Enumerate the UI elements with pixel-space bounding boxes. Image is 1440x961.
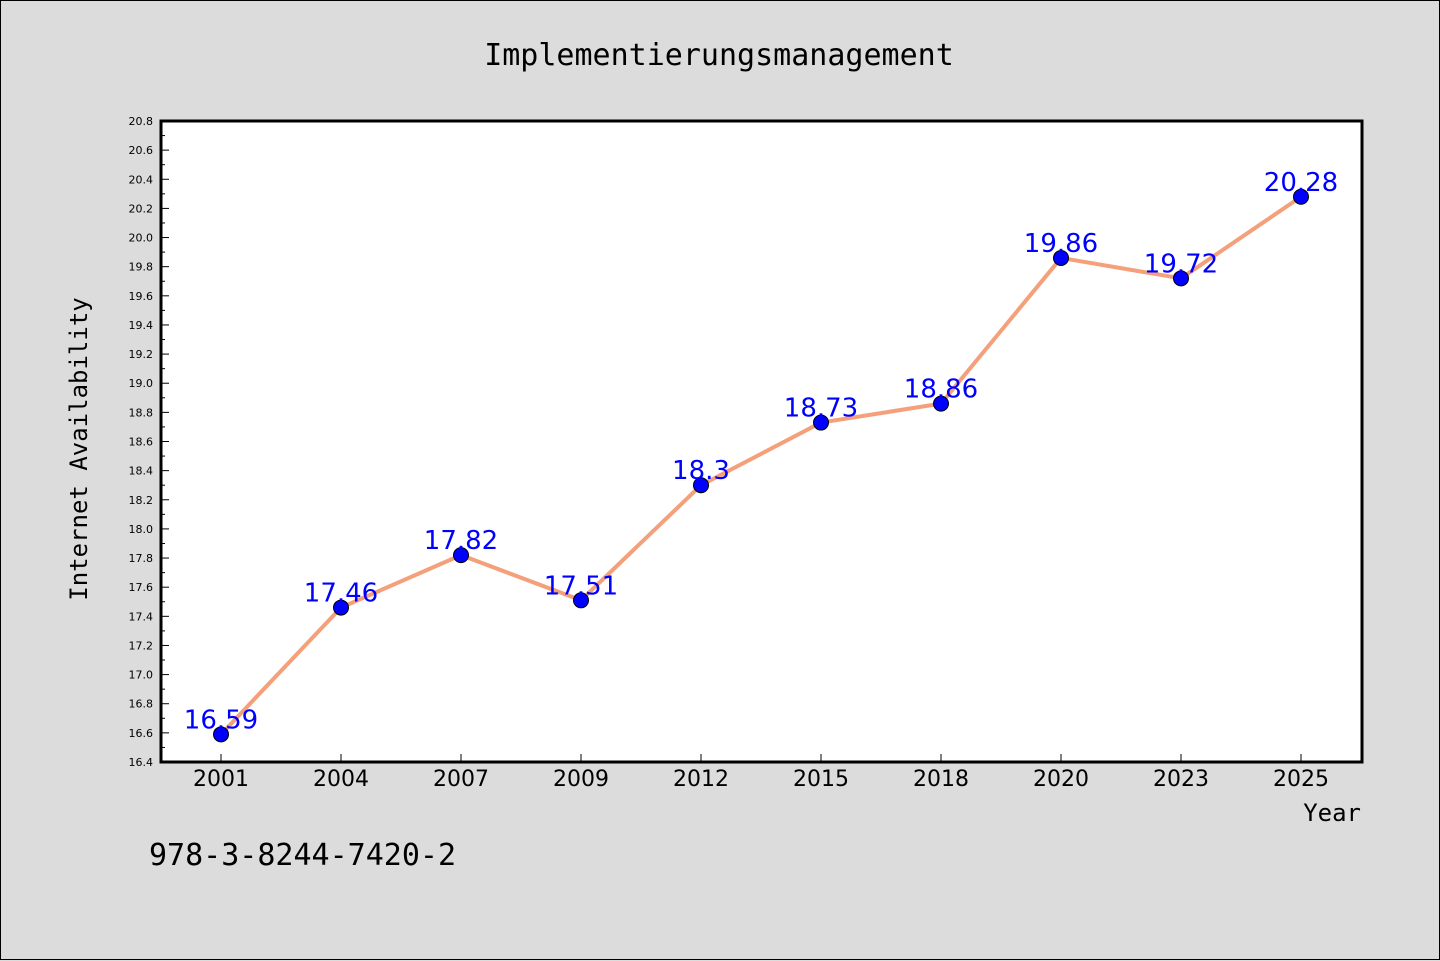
x-tick-label: 2004 — [313, 767, 369, 792]
y-tick-label: 17.4 — [129, 610, 154, 623]
y-tick-label: 18.8 — [129, 406, 154, 419]
series: 16.59 17.46 17.82 17.51 18.3 18.73 18.86 19.86 1… — [184, 168, 1338, 743]
data-label: 17.46 — [304, 579, 378, 609]
y-tick-label: 20.8 — [129, 115, 154, 128]
data-label: 18.3 — [672, 456, 730, 486]
x-tick-label: 2001 — [193, 767, 249, 792]
y-tick-label: 20.0 — [129, 232, 154, 245]
x-tick-label: 2015 — [793, 767, 849, 792]
data-point — [213, 726, 229, 743]
x-tick-label: 2018 — [913, 767, 969, 792]
y-tick-label: 20.4 — [129, 173, 154, 186]
y-tick-label: 16.8 — [129, 698, 154, 711]
y-tick-label: 19.4 — [129, 319, 154, 332]
data-label: 16.59 — [184, 705, 258, 735]
y-tick-label: 20.6 — [129, 144, 154, 157]
x-tick-label: 2020 — [1033, 767, 1089, 792]
y-tick-label: 19.0 — [129, 377, 154, 390]
x-tick-label: 2023 — [1153, 767, 1209, 792]
y-tick-label: 18.4 — [129, 465, 154, 478]
plot-area — [159, 119, 1364, 764]
y-tick-label: 18.6 — [129, 436, 154, 449]
chart-title: Implementierungsmanagement — [484, 38, 954, 73]
y-tick-label: 19.6 — [129, 290, 154, 303]
data-point — [1053, 249, 1069, 266]
y-tick-label: 17.0 — [129, 669, 154, 682]
x-axis-label: Year — [1303, 799, 1361, 827]
data-label: 19.86 — [1024, 229, 1098, 259]
y-tick-label: 20.2 — [129, 202, 154, 215]
data-point — [1293, 188, 1309, 205]
series-line — [219, 195, 1303, 736]
data-label: 17.51 — [544, 571, 618, 601]
y-tick-label: 19.8 — [129, 261, 154, 274]
data-point — [1173, 270, 1189, 287]
y-axis: 16.4 16.6 16.8 17.0 17.2 17.4 17.6 17.8 18.0 18.2… — [129, 115, 169, 769]
data-label: 19.72 — [1144, 249, 1218, 279]
data-point — [693, 477, 709, 494]
data-point — [573, 592, 589, 609]
data-point — [933, 395, 949, 412]
y-tick-label: 16.6 — [129, 727, 154, 740]
x-tick-label: 2012 — [673, 767, 729, 792]
y-tick-label: 18.0 — [129, 523, 154, 536]
x-tick-label: 2007 — [433, 767, 489, 792]
y-tick-label: 17.6 — [129, 581, 154, 594]
x-tick-label: 2009 — [553, 767, 609, 792]
y-tick-label: 18.2 — [129, 494, 154, 507]
isbn-text: 978-3-8244-7420-2 — [149, 838, 456, 873]
data-point — [453, 547, 469, 564]
x-tick-label: 2025 — [1273, 767, 1329, 792]
data-label: 18.86 — [904, 375, 978, 405]
y-axis-label: Internet Availability — [65, 297, 93, 600]
y-tick-label: 16.4 — [129, 756, 154, 769]
data-point — [813, 414, 829, 431]
data-point — [333, 599, 349, 616]
data-label: 17.82 — [424, 526, 498, 556]
y-tick-label: 17.2 — [129, 639, 154, 652]
data-label: 20.28 — [1264, 168, 1338, 198]
x-axis: 2001 2004 2007 2009 2012 2015 2018 2020 2023 2025 — [193, 754, 1329, 792]
data-label: 18.73 — [784, 394, 858, 424]
y-tick-label: 19.2 — [129, 348, 154, 361]
y-tick-label: 17.8 — [129, 552, 154, 565]
